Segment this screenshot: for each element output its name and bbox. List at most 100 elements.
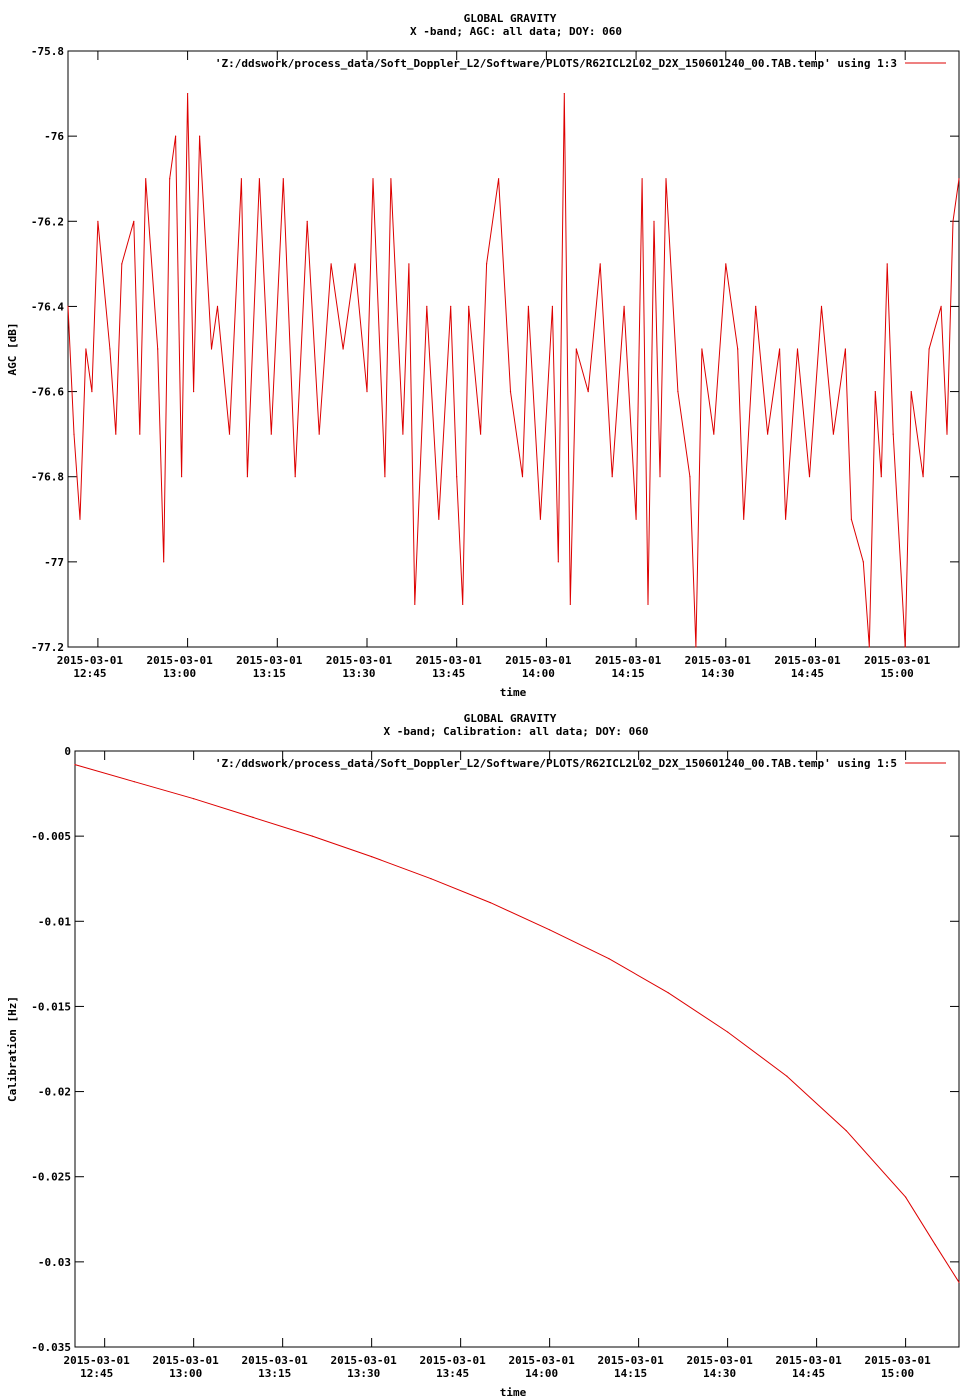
data-point <box>557 561 559 563</box>
data-point <box>946 433 948 435</box>
data-point <box>480 433 482 435</box>
data-point <box>311 835 313 837</box>
data-point <box>905 1196 907 1198</box>
data-point <box>575 348 577 350</box>
data-point <box>438 518 440 520</box>
x-tick-date-label: 2015-03-01 <box>331 1354 398 1367</box>
data-point <box>163 561 165 563</box>
data-point <box>426 305 428 307</box>
y-tick-label: -76.6 <box>31 386 64 399</box>
y-axis-label: Calibration [Hz] <box>6 996 19 1102</box>
data-point <box>139 433 141 435</box>
data-point <box>354 263 356 265</box>
data-point <box>689 476 691 478</box>
data-point <box>199 135 201 137</box>
data-point <box>695 646 697 648</box>
data-point <box>808 476 811 478</box>
x-tick-time-label: 14:45 <box>791 667 824 680</box>
x-tick-time-label: 15:00 <box>881 667 914 680</box>
data-point <box>647 603 649 606</box>
chart-subtitle: X -band; AGC: all data; DOY: 060 <box>410 25 622 38</box>
x-tick-date-label: 2015-03-01 <box>153 1354 220 1367</box>
x-tick-time-label: 14:00 <box>525 1367 558 1380</box>
x-tick-date-label: 2015-03-01 <box>242 1354 309 1367</box>
x-tick-time-label: 14:15 <box>612 667 645 680</box>
x-tick-time-label: 13:30 <box>342 667 375 680</box>
data-point <box>868 646 870 648</box>
x-tick-time-label: 14:15 <box>614 1367 647 1380</box>
y-tick-label: -0.025 <box>31 1171 71 1184</box>
x-tick-time-label: 13:00 <box>163 667 196 680</box>
data-point <box>611 476 613 478</box>
y-tick-label: -0.02 <box>38 1086 71 1099</box>
data-point <box>599 263 601 265</box>
x-tick-date-label: 2015-03-01 <box>595 654 662 667</box>
x-tick-time-label: 14:30 <box>701 667 734 680</box>
data-point <box>193 391 195 393</box>
data-point <box>659 476 661 478</box>
data-point <box>767 433 769 435</box>
y-tick-label: -76.4 <box>31 300 64 313</box>
x-tick-date-label: 2015-03-01 <box>774 654 841 667</box>
x-tick-time-label: 12:45 <box>73 667 106 680</box>
data-point <box>551 305 554 307</box>
data-point <box>587 391 589 393</box>
data-point <box>922 476 924 478</box>
data-point <box>372 178 374 180</box>
y-tick-label: -77 <box>44 556 64 569</box>
y-tick-label: 0 <box>64 745 71 758</box>
data-point <box>727 1031 729 1033</box>
data-point <box>521 476 524 478</box>
data-point <box>874 391 876 393</box>
data-point <box>468 305 470 307</box>
x-tick-date-label: 2015-03-01 <box>687 1354 754 1367</box>
y-tick-label: -76.8 <box>31 471 64 484</box>
data-point <box>635 518 637 520</box>
plot-frame <box>74 750 960 1348</box>
data-point <box>216 305 219 307</box>
data-point <box>145 178 147 180</box>
x-axis-label: time <box>500 686 527 699</box>
data-point <box>498 178 500 180</box>
x-tick-date-label: 2015-03-01 <box>420 1354 487 1367</box>
legend-label: 'Z:/ddswork/process_data/Soft_Doppler_L2… <box>215 757 897 770</box>
x-tick-date-label: 2015-03-01 <box>864 654 931 667</box>
y-tick-label: -77.2 <box>31 641 64 654</box>
x-tick-date-label: 2015-03-01 <box>326 654 393 667</box>
data-point <box>569 603 571 606</box>
data-point <box>713 433 715 435</box>
data-point <box>318 433 320 435</box>
y-axis-label: AGC [dB] <box>6 323 19 376</box>
data-point <box>240 178 242 180</box>
x-tick-time-label: 15:00 <box>881 1367 914 1380</box>
data-point <box>133 781 135 783</box>
chart-title: GLOBAL GRAVITY <box>464 712 557 725</box>
data-point <box>306 220 308 222</box>
x-tick-date-label: 2015-03-01 <box>509 1354 576 1367</box>
data-point <box>653 220 655 222</box>
data-point <box>832 433 835 435</box>
data-point <box>97 220 99 222</box>
series-line <box>74 764 960 1283</box>
data-point <box>193 798 195 800</box>
y-tick-label: -76.2 <box>31 215 64 228</box>
data-point <box>623 305 625 307</box>
data-point <box>886 263 888 265</box>
data-point <box>414 603 416 606</box>
data-point <box>270 433 272 435</box>
data-point <box>408 263 410 265</box>
data-point <box>187 93 189 95</box>
data-point <box>450 305 452 307</box>
data-point <box>402 433 404 435</box>
data-point <box>371 856 373 858</box>
data-point <box>737 348 739 350</box>
data-point <box>665 178 667 180</box>
data-point <box>845 1130 847 1132</box>
data-point <box>904 646 906 648</box>
x-tick-date-label: 2015-03-01 <box>505 654 572 667</box>
data-point <box>786 1075 788 1077</box>
data-point <box>785 518 787 520</box>
x-tick-time-label: 13:15 <box>253 667 286 680</box>
data-point <box>210 348 213 350</box>
